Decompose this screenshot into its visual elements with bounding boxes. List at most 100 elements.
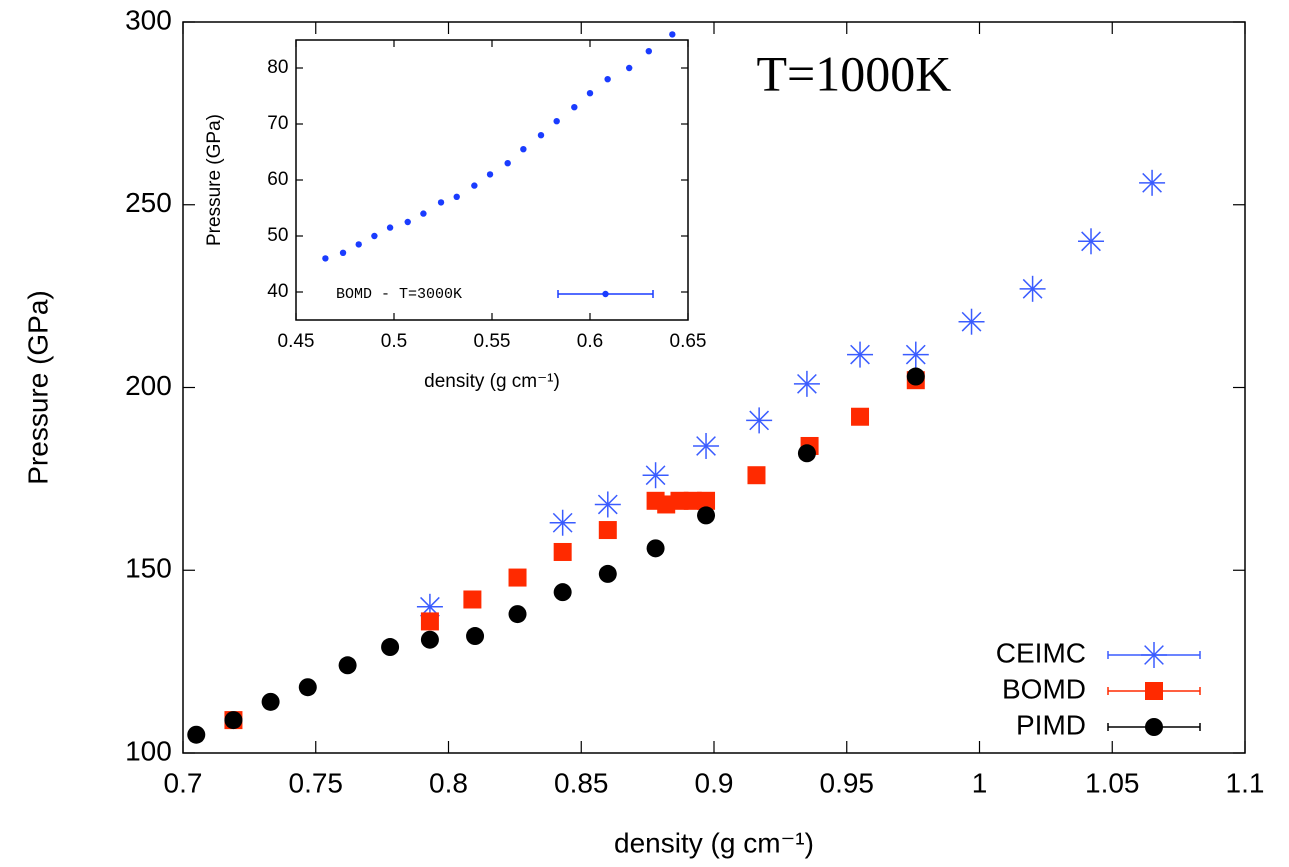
asterisk-marker: [793, 370, 820, 397]
asterisk-stroke: [850, 344, 870, 365]
asterisk-marker: [1078, 228, 1105, 255]
dot-marker: [437, 199, 445, 206]
asterisk-stroke: [597, 494, 618, 515]
asterisk-stroke: [905, 344, 926, 365]
square-marker: [1145, 682, 1163, 700]
circle-marker: [906, 367, 925, 386]
asterisk-marker: [1019, 275, 1046, 302]
asterisk-stroke: [1144, 645, 1164, 665]
y-tick-label: 40: [267, 281, 288, 302]
square-marker: [508, 568, 527, 587]
asterisk-stroke: [696, 436, 716, 456]
asterisk-marker: [1141, 642, 1167, 668]
circle-marker: [646, 539, 665, 558]
dot-marker: [586, 90, 594, 97]
dot-marker: [386, 224, 394, 231]
circle-marker: [697, 506, 716, 525]
y-tick-label: 150: [125, 553, 172, 584]
asterisk-marker: [746, 407, 773, 434]
dot-marker: [322, 255, 329, 262]
asterisk-marker: [902, 341, 929, 368]
dot-marker: [602, 290, 609, 298]
dot-marker: [604, 76, 611, 83]
x-tick-label: 0.9: [695, 768, 734, 799]
dot-marker: [404, 218, 411, 226]
circle-marker: [261, 692, 280, 711]
asterisk-stroke: [797, 373, 817, 394]
square-marker: [697, 491, 716, 510]
asterisk-stroke: [1142, 172, 1162, 193]
asterisk-stroke: [961, 311, 982, 332]
asterisk-stroke: [552, 512, 573, 533]
circle-marker: [298, 678, 317, 697]
y-tick-label: 200: [125, 370, 172, 401]
x-tick-label: 0.55: [474, 331, 511, 352]
y-tick-label: 60: [267, 169, 288, 190]
y-tick-label: 250: [125, 187, 172, 218]
asterisk-marker: [1139, 169, 1166, 196]
square-marker: [463, 590, 482, 609]
dot-marker: [571, 104, 578, 111]
x-tick-label: 0.6: [577, 331, 603, 352]
dot-marker: [371, 232, 378, 240]
legend-label: CEIMC: [996, 637, 1086, 668]
dot-marker: [471, 182, 478, 189]
y-tick-label: 50: [267, 225, 288, 246]
y-tick-label: 100: [125, 735, 172, 766]
square-marker: [553, 542, 572, 561]
asterisk-marker: [549, 509, 576, 536]
x-tick-label: 1.05: [1085, 768, 1140, 799]
x-tick-label: 0.45: [278, 331, 315, 352]
dot-marker: [339, 249, 347, 256]
legend-label: BOMD: [1002, 673, 1086, 704]
circle-marker: [553, 583, 572, 602]
x-tick-label: 0.95: [820, 768, 875, 799]
circle-marker: [598, 564, 617, 583]
y-tick-label: 80: [267, 57, 288, 78]
dot-marker: [669, 31, 676, 38]
circle-marker: [466, 627, 485, 646]
dot-marker: [537, 132, 545, 139]
dot-marker: [553, 118, 560, 125]
square-marker: [598, 521, 617, 540]
y-axis-label: Pressure (GPa): [22, 290, 53, 485]
dot-marker: [420, 210, 427, 217]
asterisk-stroke: [1022, 278, 1043, 299]
asterisk-stroke: [645, 465, 666, 486]
x-tick-label: 0.75: [289, 768, 344, 799]
square-marker: [747, 466, 766, 485]
x-tick-label: 0.85: [554, 768, 609, 799]
square-marker: [420, 612, 439, 631]
circle-marker: [224, 711, 243, 730]
asterisk-marker: [958, 308, 985, 335]
y-tick-label: 300: [125, 4, 172, 35]
circle-marker: [1145, 718, 1163, 736]
dot-marker: [355, 241, 362, 248]
annotation: T=1000K: [756, 45, 951, 101]
x-axis-label: density (g cm⁻¹): [424, 371, 560, 392]
x-tick-label: 1.1: [1226, 768, 1265, 799]
asterisk-stroke: [749, 410, 770, 431]
dot-marker: [504, 160, 511, 167]
circle-marker: [381, 638, 400, 657]
circle-marker: [338, 656, 357, 675]
x-axis-label: density (g cm⁻¹): [614, 827, 814, 858]
dot-marker: [520, 146, 527, 153]
legend-label: PIMD: [1016, 709, 1086, 740]
y-tick-label: 70: [267, 113, 288, 134]
asterisk-stroke: [1081, 231, 1101, 252]
dot-marker: [486, 171, 494, 178]
x-tick-label: 0.5: [381, 331, 407, 352]
square-marker: [851, 407, 870, 426]
asterisk-marker: [642, 462, 669, 489]
circle-marker: [187, 725, 206, 744]
x-tick-label: 0.8: [429, 768, 468, 799]
dot-marker: [626, 64, 633, 72]
x-tick-label: 0.65: [670, 331, 707, 352]
dot-marker: [645, 48, 652, 55]
circle-marker: [508, 605, 527, 624]
y-axis-label: Pressure (GPa): [204, 114, 225, 246]
x-tick-label: 1: [972, 768, 988, 799]
plot-frame: [295, 39, 689, 321]
